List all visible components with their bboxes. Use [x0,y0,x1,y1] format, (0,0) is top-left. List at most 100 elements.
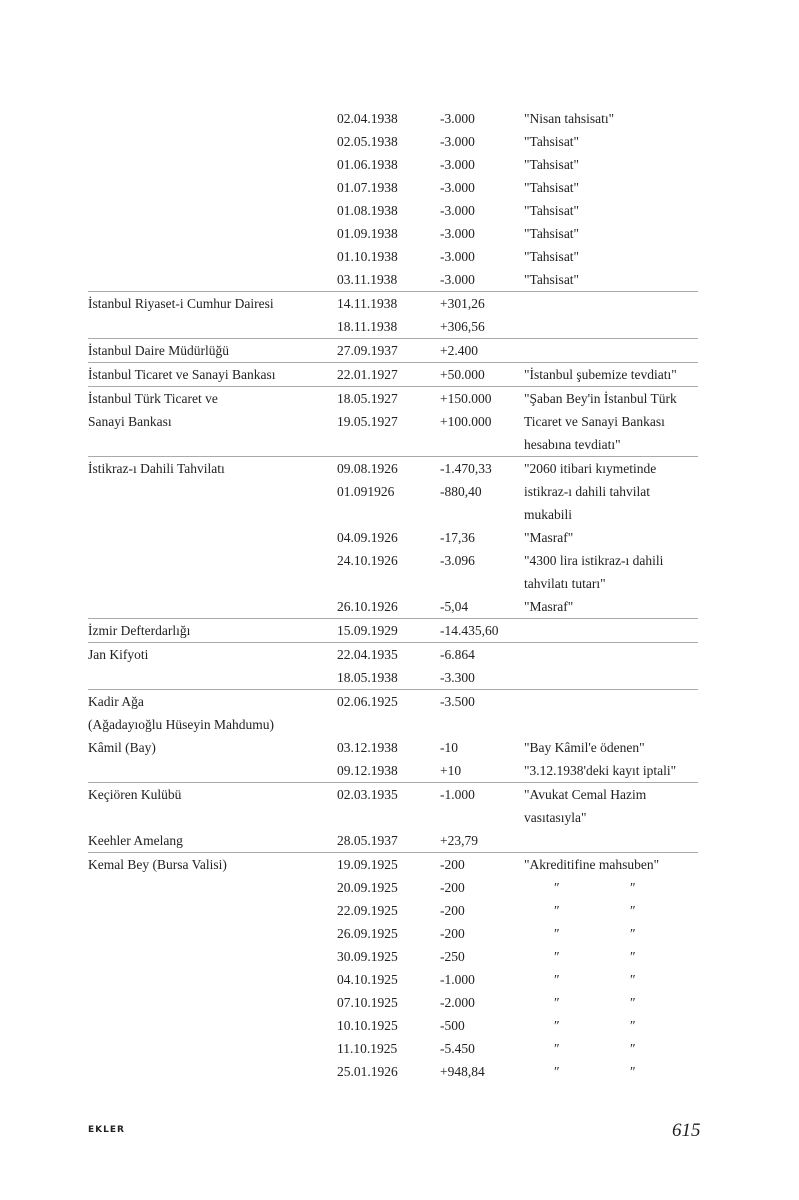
entry-amount: +150.000 [440,386,524,410]
entry-amount: +948,84 [440,1064,485,1079]
ledger-row: hesabına tevdiatı" [88,433,698,457]
entry-note: ″ ″ [524,1060,698,1083]
ledger-row: mukabili [88,503,698,526]
account-name [88,806,337,829]
entry-amount: -250 [440,949,465,964]
account-name [88,503,337,526]
entry-note: ″ ″ [524,968,698,991]
ledger-row: 26.09.1925 -200 ″ ″ [88,922,698,945]
entry-amount: -5,04 [440,599,469,614]
entry-date: 09.12.1938 [337,763,398,778]
ditto-mark: ″ [554,1018,560,1033]
ditto-mark: ″ [554,972,560,987]
ledger-row: 18.05.1938 -3.300 [88,666,698,690]
entry-note: hesabına tevdiatı" [524,437,621,452]
account-name [88,759,337,783]
entry-note: "Şaban Bey'in İstanbul Türk [524,386,698,410]
ditto-mark: ″ [630,1064,636,1079]
account-name: Jan Kifyoti [88,642,337,666]
account-name [88,666,337,690]
entry-amount: -200 [440,926,465,941]
entry-note: "Masraf" [524,599,574,614]
entry-date: 03.11.1938 [337,272,398,287]
entry-amount [440,503,524,526]
entry-date [337,572,440,595]
entry-date: 25.01.1926 [337,1064,398,1079]
ditto-mark: ″ [630,972,636,987]
entry-amount [440,713,524,736]
account-name [88,991,337,1014]
ledger-table: 02.04.1938 -3.000 "Nisan tahsisatı" 02.05.1… [88,107,698,1083]
entry-date: 22.09.1925 [337,903,398,918]
ledger-row: Sanayi Bankası 19.05.1927 +100.000 Ticaret … [88,410,698,433]
account-name [88,549,337,572]
entry-amount: +2.400 [440,338,524,363]
entry-note [524,713,698,736]
entry-amount: -2.000 [440,995,475,1010]
entry-amount: -500 [440,1018,465,1033]
entry-note: vasıtasıyla" [524,810,587,825]
entry-amount: -3.096 [440,553,475,568]
entry-note: "Tahsisat" [524,203,580,218]
entry-note [524,829,698,853]
entry-date: 27.09.1937 [337,338,440,363]
account-name [88,1060,337,1083]
account-name [88,595,337,619]
ledger-row: 02.04.1938 -3.000 "Nisan tahsisatı" [88,107,698,130]
account-name: İstanbul Ticaret ve Sanayi Bankası [88,362,337,387]
ledger-row: 01.07.1938 -3.000 "Tahsisat" [88,176,698,199]
entry-note: "Tahsisat" [524,134,580,149]
entry-date: 10.10.1925 [337,1018,398,1033]
ledger-row: İstikraz-ı Dahili Tahvilatı 09.08.1926 -1.… [88,456,698,480]
account-name: İstanbul Türk Ticaret ve [88,386,337,410]
ledger-row: İstanbul Daire Müdürlüğü 27.09.1937 +2.400 [88,338,698,363]
ditto-mark: ″ [554,880,560,895]
entry-date: 07.10.1925 [337,995,398,1010]
entry-note: ″ ″ [524,1014,698,1037]
entry-date: 01.091926 [337,484,395,499]
entry-amount: -1.470,33 [440,456,524,480]
entry-amount: -17,36 [440,530,475,545]
entry-note [524,666,698,690]
entry-date: 09.08.1926 [337,456,440,480]
account-name: İstanbul Riyaset-i Cumhur Dairesi [88,291,337,315]
entry-note: ″ ″ [524,1037,698,1060]
account-name [88,876,337,899]
entry-date [337,433,440,457]
entry-amount: -3.000 [440,226,475,241]
ditto-mark: ″ [630,1018,636,1033]
ditto-mark: ″ [554,949,560,964]
ledger-row: vasıtasıyla" [88,806,698,829]
entry-date: 01.10.1938 [337,249,398,264]
entry-date [337,806,440,829]
ledger-row: İstanbul Riyaset-i Cumhur Dairesi 14.11.1… [88,291,698,315]
entry-note: tahvilatı tutarı" [524,576,606,591]
account-name [88,1014,337,1037]
entry-amount: +10 [440,763,462,778]
entry-date: 24.10.1926 [337,553,398,568]
ledger-row: 01.091926 -880,40 istikraz-ı dahili tahvil… [88,480,698,503]
entry-date: 03.12.1938 [337,740,398,755]
entry-date: 01.06.1938 [337,157,398,172]
ledger-row: Kadir Ağa 02.06.1925 -3.500 [88,689,698,713]
entry-date [337,503,440,526]
account-name [88,480,337,503]
entry-date: 22.04.1935 [337,642,440,666]
entry-amount: -200 [440,880,465,895]
account-name: (Ağadayıoğlu Hüseyin Mahdumu) [88,717,274,732]
entry-note [524,642,698,666]
entry-amount: +301,26 [440,291,524,315]
ledger-row: 01.10.1938 -3.000 "Tahsisat" [88,245,698,268]
ledger-row: 25.01.1926 +948,84 ″ ″ [88,1060,698,1083]
ditto-mark: ″ [554,926,560,941]
account-name: İzmir Defterdarlığı [88,618,337,643]
entry-amount: +50.000 [440,362,524,387]
entry-amount: -6.864 [440,642,524,666]
ledger-row: 01.06.1938 -3.000 "Tahsisat" [88,153,698,176]
ledger-row: 03.11.1938 -3.000 "Tahsisat" [88,268,698,292]
account-name [88,245,337,268]
ditto-mark: ″ [630,903,636,918]
ditto-mark: ″ [554,903,560,918]
entry-note: ″ ″ [524,945,698,968]
entry-amount [440,572,524,595]
